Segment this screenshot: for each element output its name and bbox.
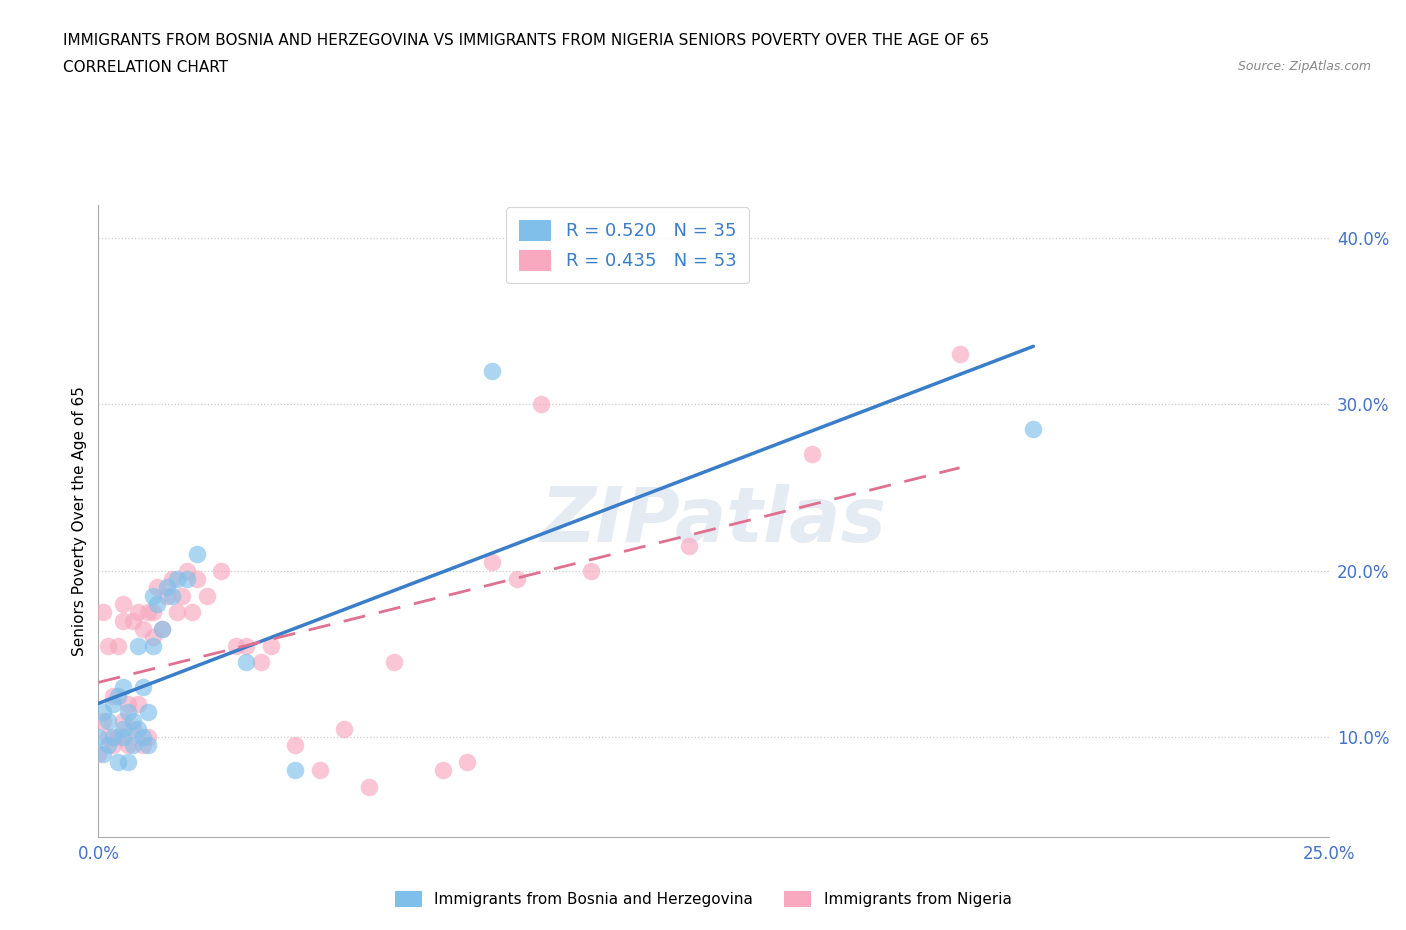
Point [156,580,179,595]
Point [87,747,110,762]
Point [211,564,233,578]
Point [127,722,149,737]
Point [127,638,149,653]
Point [481,555,503,570]
Point [678,538,700,553]
Point [186,547,208,562]
Point [87,730,110,745]
Point [1022,422,1045,437]
Text: ZIPatlas: ZIPatlas [540,484,887,558]
Point [146,580,169,595]
Point [176,572,198,587]
Point [146,596,169,611]
Point [162,589,183,604]
Point [949,347,972,362]
Point [195,589,218,604]
Point [359,779,381,794]
Point [117,738,139,753]
Point [260,638,283,653]
Point [481,364,503,379]
Y-axis label: Seniors Poverty Over the Age of 65: Seniors Poverty Over the Age of 65 [72,386,87,656]
Point [141,589,165,604]
Point [456,754,478,769]
Point [136,730,159,745]
Point [250,655,273,670]
Point [122,722,145,737]
Point [284,738,307,753]
Point [107,754,129,769]
Point [107,730,129,745]
Point [136,604,159,619]
Point [97,738,120,753]
Point [132,738,155,753]
Point [284,763,307,777]
Point [579,564,602,578]
Point [152,621,174,636]
Text: IMMIGRANTS FROM BOSNIA AND HERZEGOVINA VS IMMIGRANTS FROM NIGERIA SENIORS POVERT: IMMIGRANTS FROM BOSNIA AND HERZEGOVINA V… [63,33,990,47]
Point [309,763,332,777]
Point [122,713,145,728]
Point [141,604,165,619]
Point [180,604,204,619]
Point [97,713,120,728]
Point [127,604,149,619]
Point [132,730,155,745]
Point [382,655,405,670]
Point [107,638,129,653]
Point [132,621,155,636]
Point [97,638,120,653]
Point [166,604,188,619]
Point [152,621,174,636]
Point [122,613,145,628]
Point [93,747,115,762]
Point [506,572,529,587]
Point [136,705,159,720]
Point [132,680,155,695]
Point [117,697,139,711]
Point [103,697,125,711]
Point [530,397,553,412]
Point [103,688,125,703]
Point [235,655,257,670]
Point [176,564,198,578]
Point [136,738,159,753]
Point [127,697,149,711]
Point [93,604,115,619]
Point [122,738,145,753]
Point [112,680,135,695]
Point [93,705,115,720]
Point [97,730,120,745]
Point [112,613,135,628]
Text: CORRELATION CHART: CORRELATION CHART [63,60,228,75]
Point [432,763,454,777]
Legend: Immigrants from Bosnia and Herzegovina, Immigrants from Nigeria: Immigrants from Bosnia and Herzegovina, … [388,884,1018,913]
Point [117,754,139,769]
Point [103,730,125,745]
Point [107,688,129,703]
Point [235,638,257,653]
Point [103,738,125,753]
Point [225,638,247,653]
Point [117,705,139,720]
Point [93,713,115,728]
Point [156,589,179,604]
Point [186,572,208,587]
Point [112,713,135,728]
Legend: R = 0.520   N = 35, R = 0.435   N = 53: R = 0.520 N = 35, R = 0.435 N = 53 [506,207,749,284]
Text: Source: ZipAtlas.com: Source: ZipAtlas.com [1237,60,1371,73]
Point [801,446,824,461]
Point [162,572,183,587]
Point [333,722,356,737]
Point [166,572,188,587]
Point [112,596,135,611]
Point [141,630,165,644]
Point [172,589,194,604]
Point [112,730,135,745]
Point [141,638,165,653]
Point [112,722,135,737]
